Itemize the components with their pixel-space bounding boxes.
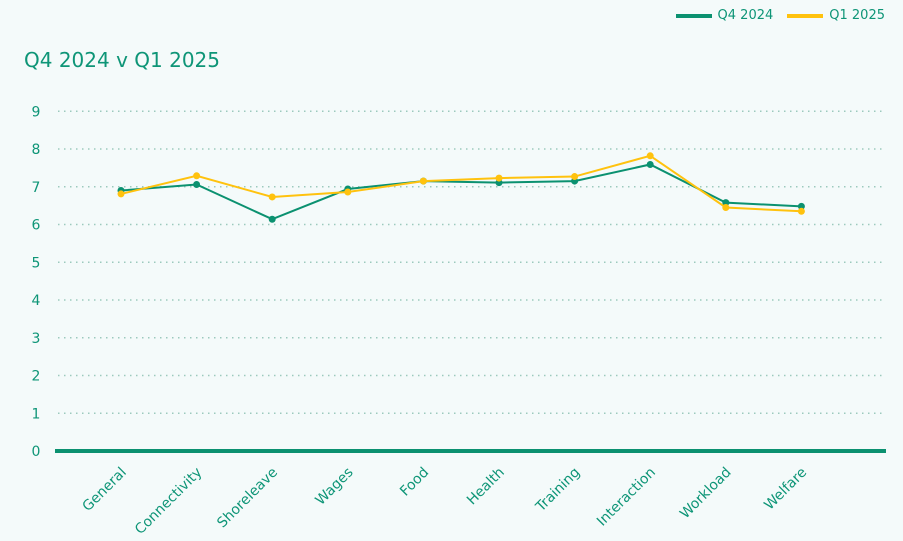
y-tick-label: 6: [32, 218, 41, 234]
y-tick-label: 3: [32, 331, 41, 347]
x-tick-label: General: [79, 465, 129, 515]
data-point: [495, 174, 503, 182]
x-tick-label: Health: [464, 465, 508, 509]
data-point: [193, 172, 201, 180]
y-tick-label: 8: [32, 142, 41, 158]
data-point: [419, 177, 427, 185]
legend-item-q4-2024[interactable]: Q4 2024: [675, 8, 773, 23]
data-point: [797, 207, 805, 215]
x-tick-label: Wages: [313, 465, 357, 509]
data-point: [268, 215, 276, 223]
x-tick-label: Food: [397, 465, 432, 500]
x-tick-label: Workload: [677, 465, 735, 523]
data-point: [268, 193, 276, 201]
legend-item-q1-2025[interactable]: Q1 2025: [787, 8, 885, 23]
data-point: [722, 204, 730, 212]
y-tick-label: 1: [32, 406, 41, 422]
x-tick-label: Shoreleave: [214, 465, 281, 532]
data-point: [193, 180, 201, 188]
data-point: [646, 152, 654, 160]
x-tick-label: Interaction: [594, 465, 659, 530]
x-tick-label: Training: [532, 465, 583, 516]
x-tick-label: Welfare: [761, 465, 810, 514]
y-tick-label: 2: [32, 369, 41, 385]
y-tick-label: 4: [32, 293, 41, 309]
y-tick-label: 9: [32, 104, 41, 120]
chart-title: Q4 2024 v Q1 2025: [24, 48, 220, 72]
series-line: [120, 163, 802, 221]
y-tick-label: 0: [32, 444, 41, 460]
data-point: [571, 173, 579, 181]
y-tick-label: 7: [32, 180, 41, 196]
data-point: [646, 160, 654, 168]
legend: Q4 2024 Q1 2025: [675, 8, 885, 23]
data-point: [344, 188, 352, 196]
series-line: [120, 154, 802, 213]
data-point: [117, 190, 125, 198]
y-tick-label: 5: [32, 255, 41, 271]
data-point: [722, 199, 730, 207]
data-point: [797, 202, 805, 210]
x-tick-label: Connectivity: [132, 465, 205, 538]
